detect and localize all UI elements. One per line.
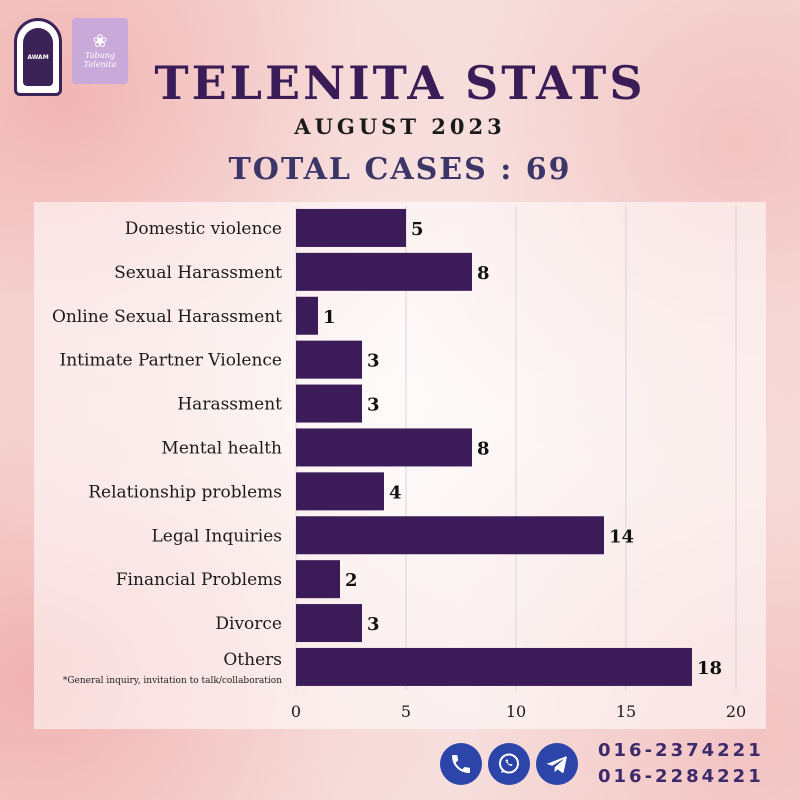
data-label-9: 3 [367,614,380,635]
total-cases: TOTAL CASES : 69 [228,152,572,187]
bar-8 [296,560,340,599]
bar-2 [296,296,318,335]
bar-6 [296,472,384,511]
data-label-7: 14 [609,526,634,547]
phone-number-1[interactable]: 016-2374221 [598,740,764,761]
bar-7 [296,516,604,555]
category-label-0: Domestic violence [125,219,282,239]
bar-0 [296,208,406,247]
bar-3 [296,340,362,379]
category-label-9: Divorce [215,614,282,634]
category-label-3: Intimate Partner Violence [60,351,282,371]
telenita-logo: ❀ Tabung Telenita [72,18,128,84]
chart-panel: Domestic violence 5 Sexual Harassment 8 Onli… [34,202,766,729]
logos: AWAM ❀ Tabung Telenita [14,18,128,96]
data-label-10: 18 [697,658,722,679]
data-label-3: 3 [367,351,380,372]
category-label-6: Relationship problems [88,482,282,502]
x-tick-label-2: 10 [506,702,526,721]
data-label-8: 2 [345,570,358,591]
x-tick-label-3: 15 [616,702,636,721]
data-label-2: 1 [323,307,336,328]
data-label-1: 8 [477,263,490,284]
phone-number-2[interactable]: 016-2284221 [598,766,764,787]
telenita-logo-text: Tabung Telenita [83,51,117,69]
category-label-4: Harassment [177,395,282,415]
data-label-5: 8 [477,438,490,459]
data-label-6: 4 [389,482,402,503]
phone-numbers: 016-2374221 016-2284221 [598,738,764,790]
bar-10 [296,647,692,686]
x-tick-label-1: 5 [401,702,411,721]
category-label-2: Online Sexual Harassment [52,307,282,327]
page-title: TELENITA STATS [154,56,646,110]
category-label-5: Mental health [161,438,282,458]
data-label-0: 5 [411,219,424,240]
category-label-10: Others [223,650,282,670]
awam-logo: AWAM [14,18,62,96]
bar-1 [296,252,472,291]
contact-footer: 016-2374221 016-2284221 [440,738,764,790]
category-footnote: *General inquiry, invitation to talk/col… [63,676,282,686]
category-label-7: Legal Inquiries [152,526,283,546]
category-label-1: Sexual Harassment [114,263,282,283]
page-subtitle: AUGUST 2023 [294,114,506,139]
bar-4 [296,384,362,423]
bar-5 [296,428,472,467]
x-tick-label-0: 0 [291,702,301,721]
x-tick-label-4: 20 [726,702,746,721]
phone-icon[interactable] [440,743,482,785]
whatsapp-icon[interactable] [488,743,530,785]
telegram-icon[interactable] [536,743,578,785]
bar-9 [296,604,362,643]
lotus-icon: ❀ [92,31,108,52]
data-label-4: 3 [367,395,380,416]
bar-chart: Domestic violence 5 Sexual Harassment 8 Onli… [52,206,746,721]
awam-logo-text: AWAM [23,28,53,86]
category-label-8: Financial Problems [116,570,282,590]
